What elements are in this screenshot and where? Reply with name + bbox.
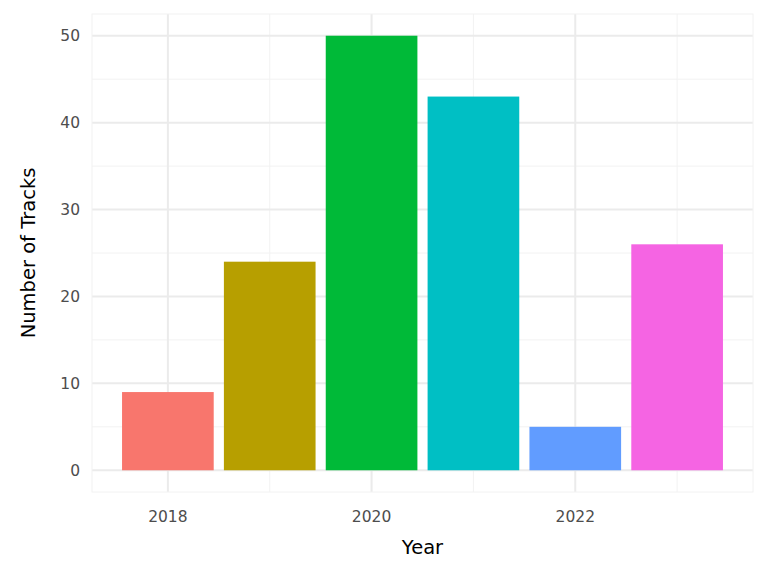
x-axis-title: Year xyxy=(401,536,444,559)
chart-svg: 0 10 20 30 40 50 2018 2020 2022 Year Number of Tra… xyxy=(0,0,768,576)
chart-container: 0 10 20 30 40 50 2018 2020 2022 Year Number of Tra… xyxy=(0,0,768,576)
bar xyxy=(631,244,723,470)
y-tick-label: 0 xyxy=(70,462,80,480)
bar xyxy=(224,262,316,471)
y-axis-title: Number of Tracks xyxy=(17,168,40,339)
grid xyxy=(92,14,753,492)
x-tick-label: 2018 xyxy=(148,508,187,526)
bar xyxy=(326,36,418,471)
grid-line xyxy=(92,35,753,37)
grid-line xyxy=(92,209,753,211)
bar xyxy=(428,97,520,471)
y-tick-labels: 0 10 20 30 40 50 xyxy=(60,27,80,480)
x-tick-label: 2020 xyxy=(352,508,391,526)
bar xyxy=(529,427,621,470)
minor-grid-line xyxy=(92,79,753,80)
y-tick-label: 20 xyxy=(60,288,80,306)
bars xyxy=(122,36,723,471)
grid-line xyxy=(574,14,576,492)
minor-grid-line xyxy=(92,166,753,167)
x-tick-label: 2022 xyxy=(556,508,595,526)
y-tick-label: 30 xyxy=(60,201,80,219)
y-tick-label: 10 xyxy=(60,375,80,393)
y-tick-label: 40 xyxy=(60,114,80,132)
bar xyxy=(122,392,214,470)
plot-frame xyxy=(92,14,753,492)
grid-line xyxy=(92,122,753,124)
x-tick-labels: 2018 2020 2022 xyxy=(148,508,595,526)
background xyxy=(0,0,768,576)
y-tick-label: 50 xyxy=(60,27,80,45)
